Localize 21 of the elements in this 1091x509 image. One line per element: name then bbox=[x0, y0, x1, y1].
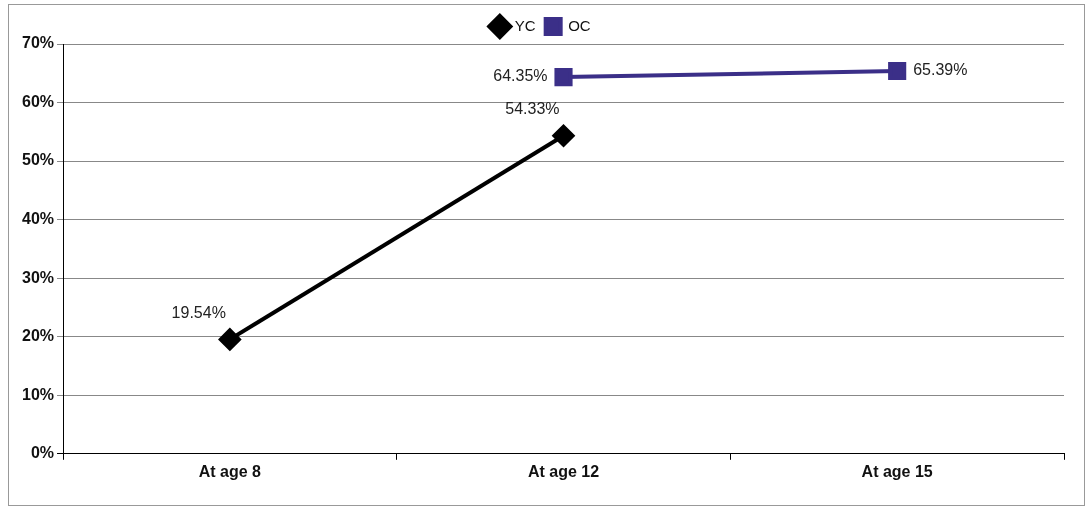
data-label: 64.35% bbox=[493, 67, 548, 85]
x-tick-label: At age 8 bbox=[198, 462, 262, 480]
y-tick-label: 50% bbox=[21, 151, 55, 169]
y-tick-label: 30% bbox=[21, 268, 55, 286]
y-tick-label: 10% bbox=[21, 385, 55, 403]
point bbox=[552, 124, 575, 147]
y-tick-label: 0% bbox=[30, 444, 55, 462]
y-tick-label: 70% bbox=[21, 34, 55, 52]
point bbox=[218, 328, 241, 351]
y-tick-label: 60% bbox=[21, 92, 55, 110]
legend-label: YC bbox=[514, 16, 536, 34]
y-tick-label: 40% bbox=[21, 210, 55, 228]
point bbox=[888, 61, 907, 81]
data-label: 54.33% bbox=[505, 100, 560, 118]
x-tick-label: At age 15 bbox=[861, 462, 933, 480]
legend-label: OC bbox=[568, 16, 591, 34]
x-tick-label: At age 12 bbox=[527, 462, 600, 480]
point bbox=[554, 68, 573, 87]
data-label: 19.54% bbox=[171, 303, 226, 321]
data-label: 65.39% bbox=[913, 61, 968, 79]
y-tick-label: 20% bbox=[21, 327, 55, 345]
